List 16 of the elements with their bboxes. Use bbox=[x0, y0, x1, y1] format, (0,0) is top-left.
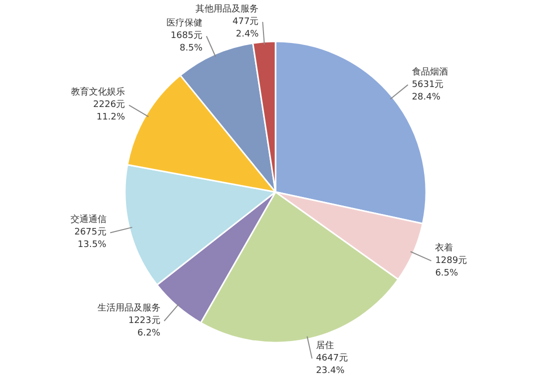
data-label: 2675元 13.5% bbox=[74, 226, 107, 250]
data-label: 1223元 6.2% bbox=[128, 315, 161, 339]
slice-label: 生活用品及服务 bbox=[97, 302, 160, 314]
slice-label: 医疗保健 bbox=[166, 18, 203, 29]
data-label: 1289元 6.5% bbox=[435, 254, 468, 278]
slice-label: 居住 bbox=[316, 340, 334, 352]
data-label: 477元 2.4% bbox=[232, 16, 260, 40]
slice-label: 食品烟酒 bbox=[412, 66, 448, 78]
slice-label: 其他用品及服务 bbox=[196, 3, 259, 14]
slice-label: 交通通信 bbox=[70, 214, 106, 226]
data-label: 4647元 23.4% bbox=[316, 352, 348, 376]
slice-label: 教育文化娱乐 bbox=[71, 86, 126, 98]
data-label: 2226元 11.2% bbox=[93, 99, 126, 123]
slice-label: 衣着 bbox=[435, 242, 454, 254]
data-label: 5631元 28.4% bbox=[412, 78, 444, 102]
data-label: 1685元 8.5% bbox=[170, 30, 203, 54]
